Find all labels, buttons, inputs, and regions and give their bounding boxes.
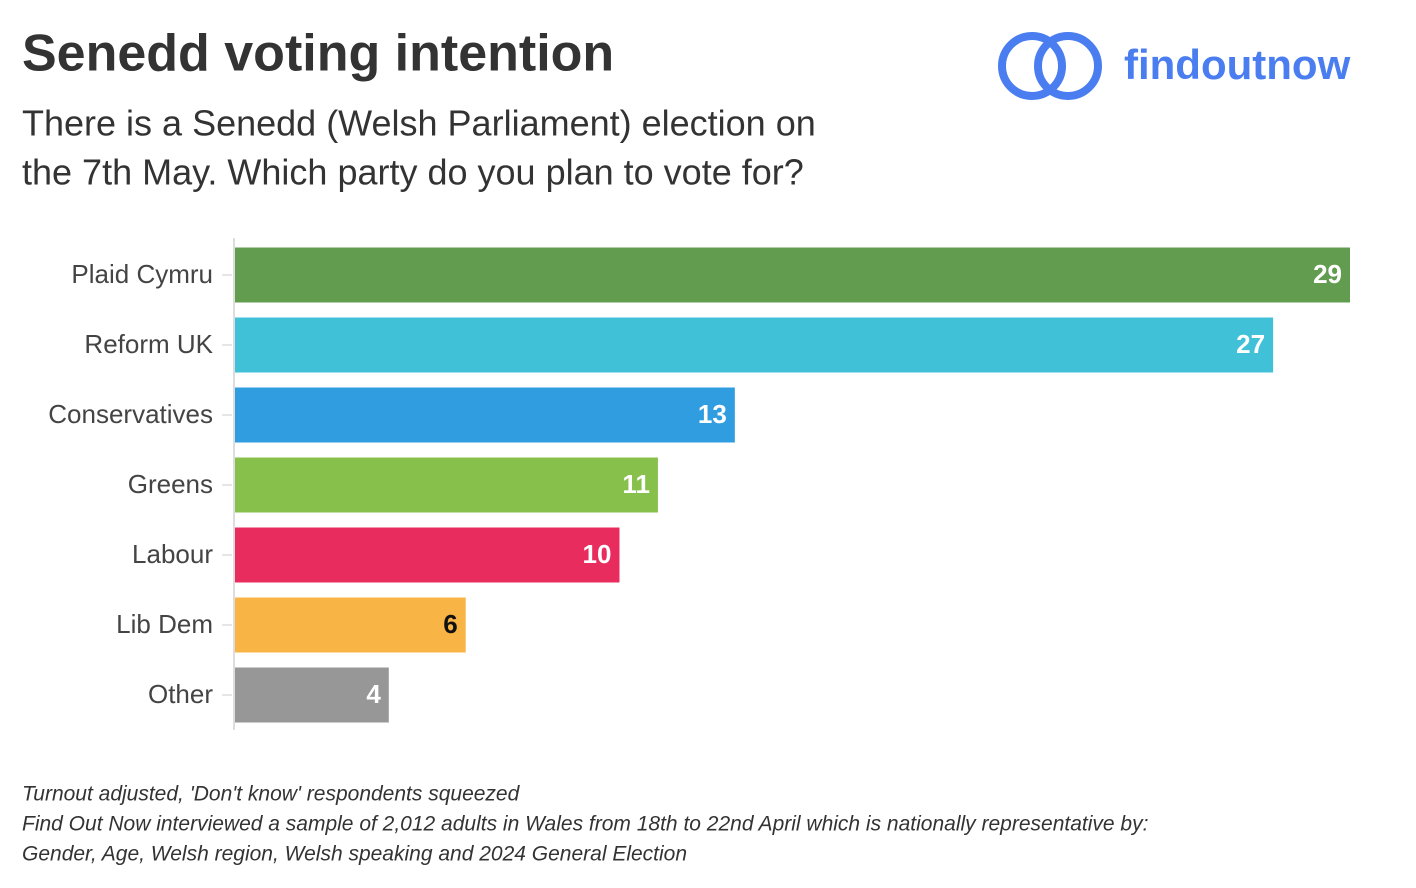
logo-ring <box>1034 32 1102 100</box>
y-tick-label: Reform UK <box>84 329 213 359</box>
logo-ring <box>998 32 1066 100</box>
value-label: 10 <box>583 539 612 569</box>
bar <box>235 247 1350 303</box>
y-tick-label: Greens <box>128 469 213 499</box>
brand: findoutnow <box>1124 41 1351 88</box>
bar <box>235 457 658 513</box>
y-tick-label: Plaid Cymru <box>71 259 213 289</box>
footnote: Gender, Age, Welsh region, Welsh speakin… <box>22 843 687 866</box>
value-label: 27 <box>1236 329 1265 359</box>
value-label: 29 <box>1313 259 1342 289</box>
chart-subtitle: There is a Senedd (Welsh Parliament) ele… <box>22 103 816 144</box>
bar <box>235 387 735 443</box>
value-label: 6 <box>443 609 457 639</box>
y-tick-label: Lib Dem <box>116 609 213 639</box>
bar <box>235 597 466 653</box>
value-label: 4 <box>366 679 381 709</box>
value-label: 13 <box>698 399 727 429</box>
y-tick-label: Other <box>148 679 213 709</box>
chart-title: Senedd voting intention <box>22 25 614 83</box>
footnote: Turnout adjusted, 'Don't know' responden… <box>22 783 521 806</box>
logo <box>998 32 1102 100</box>
bar <box>235 317 1274 373</box>
footnote: Find Out Now interviewed a sample of 2,0… <box>22 813 1148 836</box>
y-tick-label: Conservatives <box>48 399 213 429</box>
value-label: 11 <box>622 469 650 499</box>
bar <box>235 667 389 723</box>
y-tick-label: Labour <box>132 539 213 569</box>
bar <box>235 527 620 583</box>
chart-subtitle: the 7th May. Which party do you plan to … <box>22 152 804 193</box>
